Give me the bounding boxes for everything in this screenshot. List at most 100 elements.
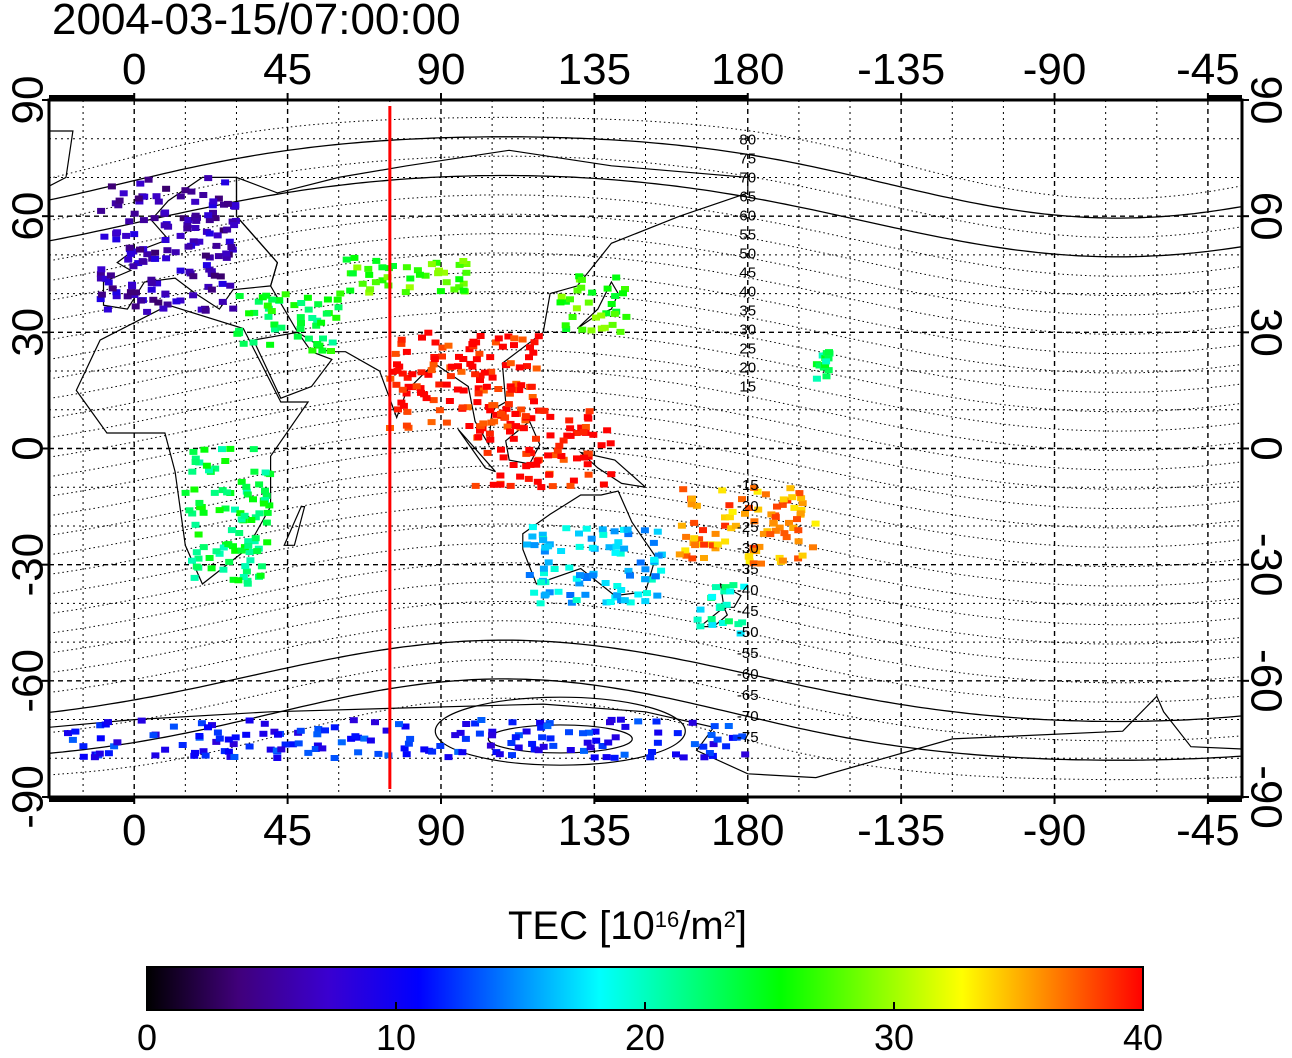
tec-cell	[624, 567, 633, 574]
contour-label: -55	[737, 645, 759, 662]
tec-data-cells	[64, 175, 834, 761]
tec-cell	[580, 747, 588, 754]
tec-cell	[162, 185, 171, 192]
tec-cell	[721, 538, 730, 545]
tec-cell	[533, 478, 542, 485]
tec-cell	[527, 415, 536, 422]
tec-cell	[239, 340, 248, 347]
magnetic-contour	[49, 601, 1242, 684]
tec-cell	[96, 722, 105, 729]
tec-cell	[795, 490, 804, 497]
tec-cell	[798, 552, 807, 559]
coastline-newguinea	[578, 451, 648, 489]
tec-cell	[679, 754, 688, 761]
tec-cell	[143, 251, 152, 258]
tec-cell	[249, 339, 258, 346]
magnetic-contour	[49, 136, 1242, 219]
tec-cell	[608, 321, 617, 328]
frame-bar	[594, 797, 748, 802]
contour-label: 40	[739, 284, 756, 301]
tec-cell	[725, 502, 734, 509]
tec-cell	[207, 565, 216, 572]
tec-cell	[498, 343, 507, 350]
tec-cell	[144, 176, 153, 183]
tec-cell	[212, 242, 221, 249]
tec-cell	[491, 339, 500, 346]
tec-cell	[471, 720, 480, 727]
tec-cell	[143, 308, 152, 315]
tec-cell	[149, 732, 158, 739]
tec-cell	[176, 267, 185, 274]
magnetic-contour	[49, 271, 1242, 355]
tec-cell	[611, 293, 620, 299]
latitude-label-left: -60	[4, 649, 53, 713]
tec-cell	[497, 411, 505, 417]
tec-cell	[479, 387, 488, 394]
tec-cell	[636, 559, 645, 566]
tec-cell	[695, 536, 704, 543]
tec-cell	[523, 541, 532, 548]
tec-cell	[442, 381, 451, 388]
tec-cell	[195, 238, 204, 245]
tec-cell	[812, 375, 821, 382]
tec-cell	[132, 289, 140, 296]
tec-cell	[549, 742, 558, 749]
tec-cell	[336, 290, 345, 297]
tec-cell	[522, 450, 531, 457]
contour-label: 75	[739, 151, 756, 168]
tec-cell	[123, 293, 132, 300]
tec-cell	[506, 360, 515, 367]
tec-cell	[223, 226, 232, 233]
tec-cell	[486, 742, 495, 749]
contour-label: -35	[737, 561, 759, 578]
magnetic-contour	[49, 349, 1242, 432]
tec-cell	[607, 301, 616, 307]
tec-cell	[643, 590, 651, 597]
tec-cell	[205, 266, 214, 273]
tec-cell	[432, 259, 441, 266]
tec-cell	[152, 193, 161, 200]
tec-cell	[207, 286, 216, 293]
tec-cell	[187, 188, 196, 195]
tec-cell	[509, 462, 518, 468]
tec-cell	[176, 297, 185, 304]
tec-cell	[458, 404, 467, 411]
tec-cell	[160, 222, 169, 229]
tec-cell	[778, 557, 787, 564]
tec-cell	[480, 369, 489, 376]
tec-cell	[555, 442, 564, 449]
tec-cell	[313, 731, 322, 738]
tec-cell	[566, 592, 575, 598]
tec-cell	[103, 306, 112, 313]
tec-cell	[420, 746, 429, 753]
tec-cell	[224, 748, 233, 755]
tec-cell	[223, 200, 232, 207]
tec-cell	[690, 535, 699, 542]
tec-cell	[598, 743, 607, 749]
tec-cell	[194, 531, 203, 538]
tec-cell	[205, 217, 214, 224]
tec-cell	[653, 739, 662, 746]
tec-cell	[728, 508, 737, 515]
tec-cell	[651, 573, 660, 580]
tec-cell	[255, 481, 264, 488]
magnetic-contour	[49, 213, 1242, 296]
tec-cell	[537, 579, 546, 586]
tec-cell	[584, 729, 593, 736]
tec-cell	[397, 340, 406, 347]
tec-cell	[534, 333, 543, 340]
tec-cell	[303, 294, 312, 301]
tec-cell	[211, 215, 220, 222]
tec-cell	[349, 717, 358, 724]
tec-cell	[693, 616, 702, 623]
tec-cell	[532, 435, 540, 442]
tec-cell	[673, 730, 682, 737]
tec-cell	[584, 471, 593, 478]
colorbar-title-main: TEC [10	[508, 904, 655, 948]
tec-cell	[372, 257, 381, 264]
tec-cell	[474, 434, 483, 441]
tec-cell	[508, 719, 517, 726]
tec-cell	[525, 354, 533, 361]
tec-cell	[400, 745, 409, 752]
tec-cell	[485, 430, 494, 437]
